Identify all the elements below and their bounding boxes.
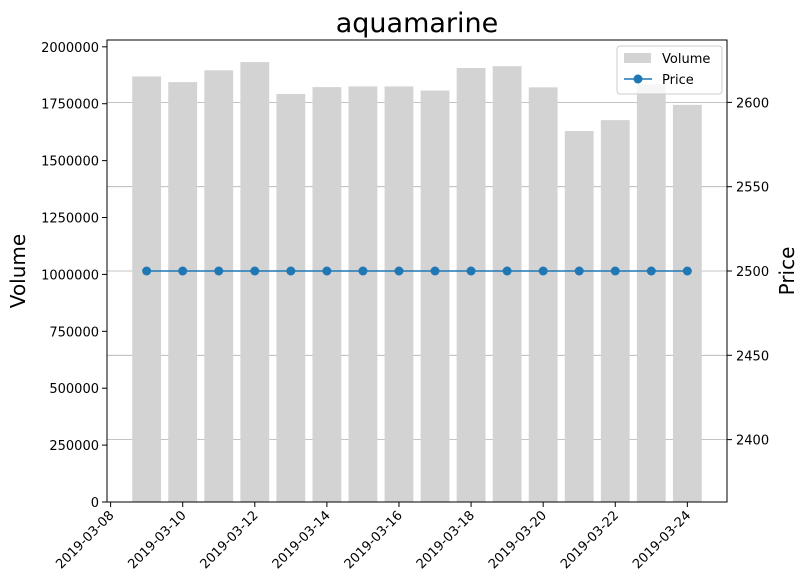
price-point [682, 266, 692, 276]
volume-bars [132, 62, 702, 503]
volume-bar [204, 70, 234, 502]
left-axis: 0 250000 500000 750000 1000000 1250000 1500000… [41, 41, 107, 511]
price-point [394, 266, 404, 276]
right-tick-label: 2450 [736, 349, 769, 364]
price-point [142, 266, 152, 276]
left-tick-label: 2000000 [41, 41, 99, 56]
volume-bar [312, 87, 342, 502]
volume-bar [240, 62, 270, 502]
right-axis: 2400 2450 2500 2550 2600 [727, 96, 769, 449]
price-point [430, 266, 440, 276]
left-tick-label: 1500000 [41, 155, 99, 170]
x-tick-label: 2019-03-08 [53, 508, 117, 572]
volume-bar [636, 84, 666, 503]
left-axis-title: Volume [6, 234, 30, 308]
left-tick-label: 500000 [49, 382, 99, 397]
volume-bar [348, 86, 378, 503]
volume-bar [564, 131, 594, 502]
left-tick-label: 250000 [49, 439, 99, 454]
volume-bar [384, 86, 414, 503]
volume-bar [600, 120, 630, 502]
legend: Volume Price [616, 45, 723, 95]
price-point [322, 266, 332, 276]
price-point [178, 266, 188, 276]
price-point [466, 266, 476, 276]
x-tick-label: 2019-03-18 [414, 508, 478, 572]
price-point [574, 266, 584, 276]
price-point [610, 266, 620, 276]
x-tick-label: 2019-03-14 [270, 508, 334, 572]
price-point [214, 266, 224, 276]
price-line [142, 266, 692, 276]
left-tick-label: 1250000 [41, 212, 99, 227]
right-tick-label: 2400 [736, 434, 769, 449]
x-tick-label: 2019-03-16 [342, 508, 406, 572]
price-point [502, 266, 512, 276]
volume-bar [420, 90, 450, 502]
left-tick-label: 1750000 [41, 98, 99, 113]
price-point [286, 266, 296, 276]
legend-volume-label: Volume [662, 52, 710, 67]
left-tick-label: 0 [91, 496, 99, 511]
legend-price-marker [633, 74, 643, 84]
left-tick-label: 750000 [49, 325, 99, 340]
price-point [538, 266, 548, 276]
volume-bar [456, 67, 486, 502]
volume-bar [528, 87, 558, 503]
legend-price-label: Price [662, 73, 694, 88]
right-tick-label: 2600 [736, 96, 769, 111]
volume-bar [132, 76, 162, 503]
price-point [358, 266, 368, 276]
left-tick-label: 1000000 [41, 268, 99, 283]
x-tick-label: 2019-03-20 [486, 508, 550, 572]
legend-volume-swatch [624, 53, 651, 63]
x-tick-label: 2019-03-12 [198, 508, 262, 572]
x-tick-label: 2019-03-24 [630, 508, 694, 572]
chart-title: aquamarine [336, 8, 499, 39]
right-axis-title: Price [775, 247, 799, 296]
volume-bar [276, 93, 306, 502]
volume-bar [672, 104, 702, 503]
volume-bar [168, 82, 198, 502]
price-point [646, 266, 656, 276]
x-tick-label: 2019-03-10 [125, 508, 189, 572]
x-tick-label: 2019-03-22 [558, 508, 622, 572]
price-point [250, 266, 260, 276]
right-tick-label: 2500 [736, 265, 769, 280]
right-tick-label: 2550 [736, 181, 769, 196]
x-axis: 2019-03-08 2019-03-10 2019-03-12 2019-03-14… [53, 502, 694, 572]
volume-bar [492, 66, 522, 502]
